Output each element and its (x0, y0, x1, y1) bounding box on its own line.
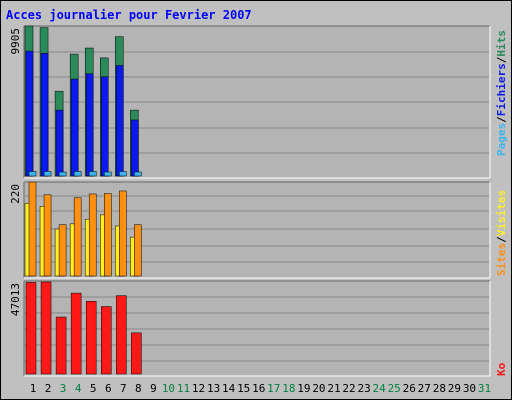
sites-bar (134, 224, 142, 277)
ko-bar (25, 282, 37, 375)
y-max-label: 9905 (9, 28, 22, 55)
hits-bars (24, 25, 142, 177)
legend-entry: Hits (495, 30, 508, 57)
x-tick-label: 23 (357, 382, 370, 395)
legend-entry: Fichiers (495, 63, 508, 116)
pages-bar (104, 171, 112, 177)
legend-entry: Visites (495, 190, 508, 236)
hits-panel: 9905 (9, 25, 491, 179)
x-tick-label: 1 (30, 382, 37, 395)
legend-visits-panel: Sites/Visites (495, 190, 508, 276)
ko-bar (70, 292, 82, 375)
pages-bar (28, 171, 37, 177)
x-tick-label: 26 (403, 382, 416, 395)
pages-bar (119, 171, 127, 177)
x-tick-label: 29 (448, 382, 461, 395)
ko-bar (55, 316, 67, 375)
pages-bar (73, 171, 82, 177)
x-tick-label: 7 (120, 382, 127, 395)
x-tick-label: 11 (177, 382, 190, 395)
sites-bar (43, 194, 52, 277)
ko-bar (85, 300, 97, 375)
x-tick-label: 22 (342, 382, 355, 395)
y-max-label: 47013 (9, 283, 22, 316)
pages-bar (43, 171, 52, 177)
legend-separator: / (495, 116, 508, 123)
x-tick-label: 19 (297, 382, 310, 395)
x-tick-label: 20 (312, 382, 325, 395)
x-tick-label: 31 (478, 382, 491, 395)
files-bar (85, 73, 94, 177)
x-tick-label: 27 (418, 382, 431, 395)
x-tick-label: 28 (433, 382, 446, 395)
x-tick-label: 18 (282, 382, 295, 395)
legend-separator: / (495, 236, 508, 243)
x-tick-label: 12 (192, 382, 205, 395)
files-bar (40, 53, 49, 177)
x-tick-label: 24 (373, 382, 387, 395)
files-bar (131, 119, 139, 177)
legend-ko-panel: Ko (495, 362, 508, 376)
ko-bar (131, 332, 142, 375)
ko-bar (40, 281, 52, 375)
sites-bar (88, 193, 97, 277)
sites-bar (73, 197, 82, 277)
x-tick-label: 16 (252, 382, 265, 395)
legend-entry: Pages (495, 123, 508, 156)
files-bar (70, 78, 79, 177)
pages-bar (88, 171, 97, 177)
ko-bar (101, 306, 112, 375)
x-tick-label: 9 (150, 382, 157, 395)
sites-bar (28, 181, 37, 277)
files-bar (101, 76, 109, 177)
legend-separator: / (495, 56, 508, 63)
chart-title: Acces journalier pour Fevrier 2007 (6, 8, 252, 22)
x-tick-label: 13 (207, 382, 220, 395)
x-tick-label: 10 (162, 382, 175, 395)
x-tick-label: 3 (60, 382, 67, 395)
x-tick-label: 5 (90, 382, 97, 395)
pages-bar (58, 171, 67, 177)
files-bar (55, 109, 64, 177)
x-tick-label: 8 (135, 382, 142, 395)
visits-bars (24, 181, 142, 277)
legend-entry: Ko (495, 362, 508, 376)
legend-hits-panel: Pages/Fichiers/Hits (495, 30, 508, 156)
x-axis-labels: 1 2 3 4 5 6 7 8 9 10 11 12 13 14 15 16 17 18 19 20 21 22 23 24 2… (30, 382, 491, 395)
ko-bars (25, 281, 142, 375)
x-tick-label: 4 (75, 382, 82, 395)
y-max-label: 220 (9, 184, 22, 204)
x-tick-label: 2 (45, 382, 52, 395)
legend-entry: Sites (495, 243, 508, 276)
x-tick-label: 15 (237, 382, 250, 395)
sites-bar (58, 224, 67, 277)
x-tick-label: 17 (267, 382, 280, 395)
pages-bar (134, 171, 142, 177)
x-tick-label: 6 (105, 382, 112, 395)
sites-bar (119, 190, 127, 277)
files-bar (25, 50, 34, 177)
ko-bar (116, 295, 127, 375)
x-tick-label: 25 (388, 382, 401, 395)
x-tick-label: 21 (327, 382, 340, 395)
sites-bar (104, 193, 112, 277)
x-tick-label: 14 (222, 382, 236, 395)
files-bar (116, 65, 124, 177)
x-tick-label: 30 (463, 382, 476, 395)
